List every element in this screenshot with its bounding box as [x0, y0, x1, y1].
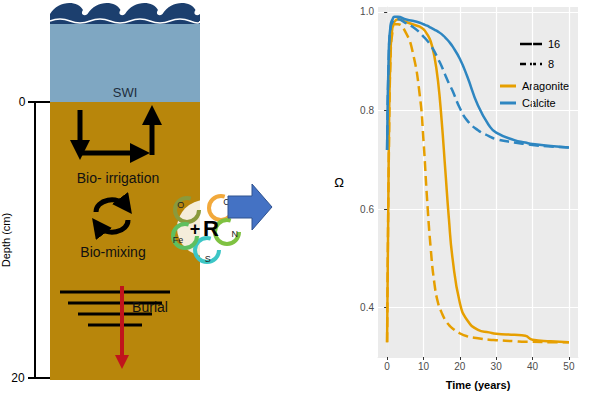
svg-text:0: 0: [19, 95, 26, 109]
svg-text:16: 16: [548, 38, 560, 50]
svg-text:0.4: 0.4: [360, 302, 374, 313]
svg-text:0.6: 0.6: [360, 204, 374, 215]
svg-text:1.0: 1.0: [360, 6, 374, 17]
svg-text:Bio- irrigation: Bio- irrigation: [77, 170, 159, 186]
svg-text:+: +: [190, 219, 201, 239]
svg-text:50: 50: [563, 361, 575, 372]
svg-text:Burial: Burial: [132, 299, 168, 315]
svg-text:0.8: 0.8: [360, 105, 374, 116]
svg-text:Time (years): Time (years): [446, 379, 511, 391]
svg-text:Fe: Fe: [173, 235, 184, 245]
svg-text:N: N: [231, 229, 238, 239]
svg-text:Aragonite: Aragonite: [522, 80, 569, 92]
svg-text:O: O: [177, 200, 184, 210]
svg-text:10: 10: [418, 361, 430, 372]
svg-text:0: 0: [384, 361, 390, 372]
svg-text:30: 30: [491, 361, 503, 372]
svg-text:R: R: [203, 216, 219, 241]
svg-text:20: 20: [11, 371, 25, 385]
svg-text:S: S: [205, 254, 211, 264]
svg-text:Ω: Ω: [334, 175, 344, 190]
svg-text:Bio-mixing: Bio-mixing: [80, 244, 145, 260]
svg-text:8: 8: [548, 58, 554, 70]
svg-text:SWI: SWI: [113, 85, 138, 100]
svg-text:40: 40: [527, 361, 539, 372]
svg-text:Calcite: Calcite: [522, 97, 556, 109]
svg-text:Depth (cm): Depth (cm): [0, 213, 12, 267]
svg-text:C: C: [223, 197, 230, 207]
svg-text:20: 20: [454, 361, 466, 372]
